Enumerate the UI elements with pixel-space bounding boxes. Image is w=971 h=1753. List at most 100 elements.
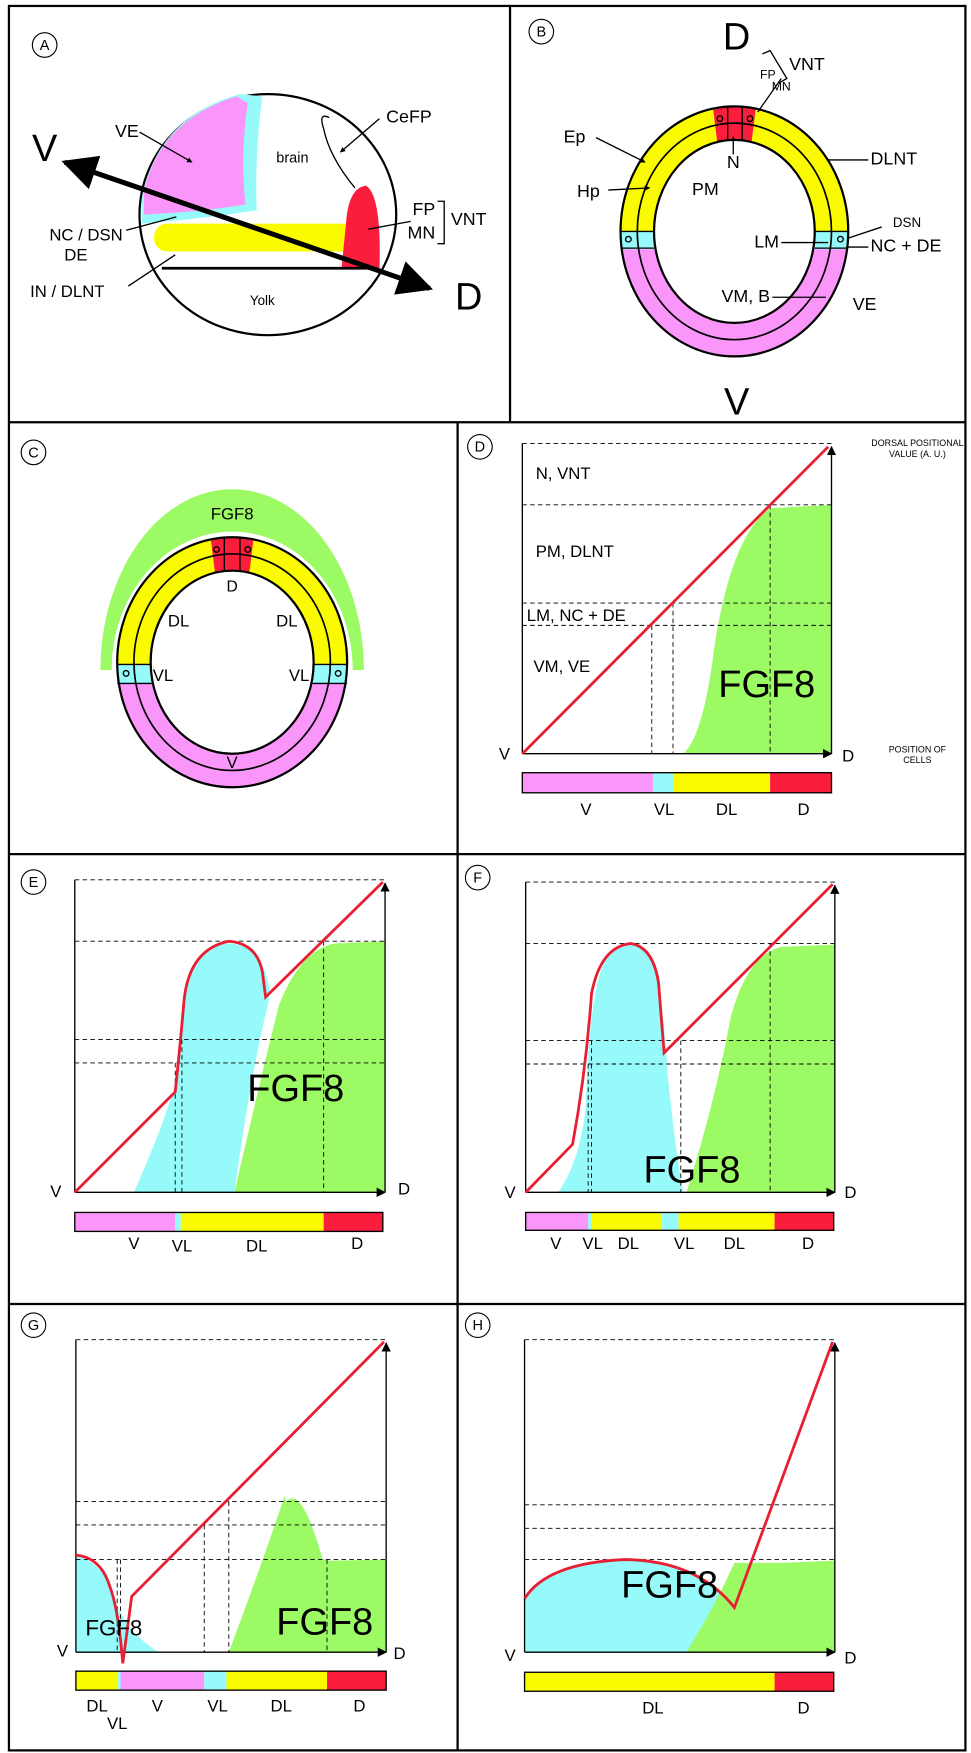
annotation: V — [504, 1183, 516, 1202]
annotation: V — [580, 800, 592, 819]
annotation: DL — [716, 800, 737, 819]
annotation: V — [499, 744, 511, 763]
annotation: DL — [642, 1699, 663, 1718]
annotation: MN — [408, 222, 436, 242]
annotation: VL — [289, 666, 309, 685]
panel-badge — [31, 32, 58, 58]
annotation: V — [550, 1234, 562, 1253]
section-b — [595, 49, 882, 358]
annotation: VE — [853, 294, 877, 314]
annotation: VM, VE — [533, 657, 590, 676]
annotation: V — [504, 1646, 516, 1665]
annotation: V — [57, 1642, 69, 1661]
annotation: D — [353, 1696, 365, 1715]
annotation: D — [844, 1648, 856, 1667]
annotation: CeFP — [386, 106, 432, 126]
annotation: FGF8 — [211, 504, 254, 523]
panel-badge — [464, 864, 491, 891]
annotation: FGF8 — [276, 1601, 373, 1643]
panel-label: A — [40, 38, 50, 54]
annotation: V — [724, 381, 750, 423]
annotation: Ep — [564, 126, 586, 146]
annotation: DL — [276, 611, 297, 630]
annotation: DORSAL POSITIONAL — [871, 438, 963, 448]
annotation: PM, DLNT — [536, 542, 614, 561]
panel-badge — [464, 1312, 491, 1339]
graph-h — [523, 1339, 840, 1692]
annotation: D — [842, 747, 854, 766]
annotation: VALUE (A. U.) — [889, 449, 946, 459]
annotation: CELLS — [903, 755, 931, 765]
annotation: PM — [692, 179, 719, 199]
annotation: DLNT — [871, 149, 918, 169]
graph-g — [75, 1339, 391, 1691]
annotation: NC + DE — [871, 236, 942, 256]
annotation: DE — [64, 245, 87, 264]
panel-badge — [467, 433, 493, 460]
panel-label: B — [536, 25, 546, 41]
panel-label: D — [475, 440, 485, 456]
annotation: VL — [582, 1234, 602, 1253]
annotation: DL — [618, 1234, 639, 1253]
annotation: LM, NC + DE — [527, 606, 626, 625]
annotation: D — [802, 1234, 814, 1253]
annotation: D — [398, 1180, 410, 1199]
annotation: FP — [760, 67, 776, 81]
annotation: DL — [168, 611, 189, 630]
annotation: VL — [207, 1696, 227, 1715]
graph-d — [521, 443, 837, 794]
annotation: FGF8 — [621, 1564, 718, 1606]
graph-e — [73, 879, 390, 1233]
annotation: DSN — [893, 215, 921, 230]
panel-label: G — [28, 1318, 39, 1334]
annotation: POSITION OF — [889, 745, 947, 755]
annotation: D — [798, 800, 810, 819]
annotation: DL — [271, 1696, 292, 1715]
annotation: MN — [772, 80, 791, 94]
annotation: FGF8 — [247, 1068, 344, 1110]
annotation: V — [152, 1696, 164, 1715]
annotation: VL — [153, 666, 173, 685]
annotation: FGF8 — [718, 664, 815, 706]
annotation: VL — [172, 1236, 192, 1255]
annotation: V — [50, 1182, 62, 1201]
annotation: Yolk — [250, 293, 275, 308]
annotation: D — [798, 1699, 810, 1718]
annotation: brain — [276, 151, 308, 167]
panel-badge — [20, 869, 47, 895]
section-c — [100, 489, 364, 789]
panel-badge — [528, 18, 555, 45]
annotation: D — [394, 1644, 406, 1663]
annotation: VL — [654, 800, 674, 819]
panel-label: C — [28, 445, 38, 461]
annotation: V — [227, 753, 239, 772]
annotation: V — [32, 128, 58, 170]
annotation: DL — [86, 1696, 107, 1715]
annotation: Hp — [577, 181, 600, 201]
panel-badge — [20, 439, 47, 466]
annotation: D — [227, 579, 238, 596]
panel-badge — [20, 1312, 47, 1339]
annotation: FGF8 — [85, 1616, 142, 1641]
annotation: VL — [107, 1714, 127, 1733]
annotation: N, VNT — [536, 464, 591, 483]
annotation: NC / DSN — [49, 225, 122, 244]
panel-label: F — [473, 871, 482, 887]
annotation: D — [455, 276, 482, 318]
annotation: V — [128, 1234, 140, 1253]
annotation: VE — [115, 121, 139, 141]
graph-f — [524, 881, 840, 1231]
annotation: D — [723, 16, 750, 58]
annotation: VNT — [451, 209, 487, 229]
annotation: D — [844, 1183, 856, 1202]
annotation: DL — [724, 1234, 745, 1253]
annotation: LM — [754, 231, 779, 251]
annotation: VNT — [789, 54, 825, 74]
annotation: IN / DLNT — [30, 282, 104, 301]
panel-label: H — [472, 1318, 482, 1334]
annotation: D — [351, 1234, 363, 1253]
annotation: N — [727, 152, 740, 172]
